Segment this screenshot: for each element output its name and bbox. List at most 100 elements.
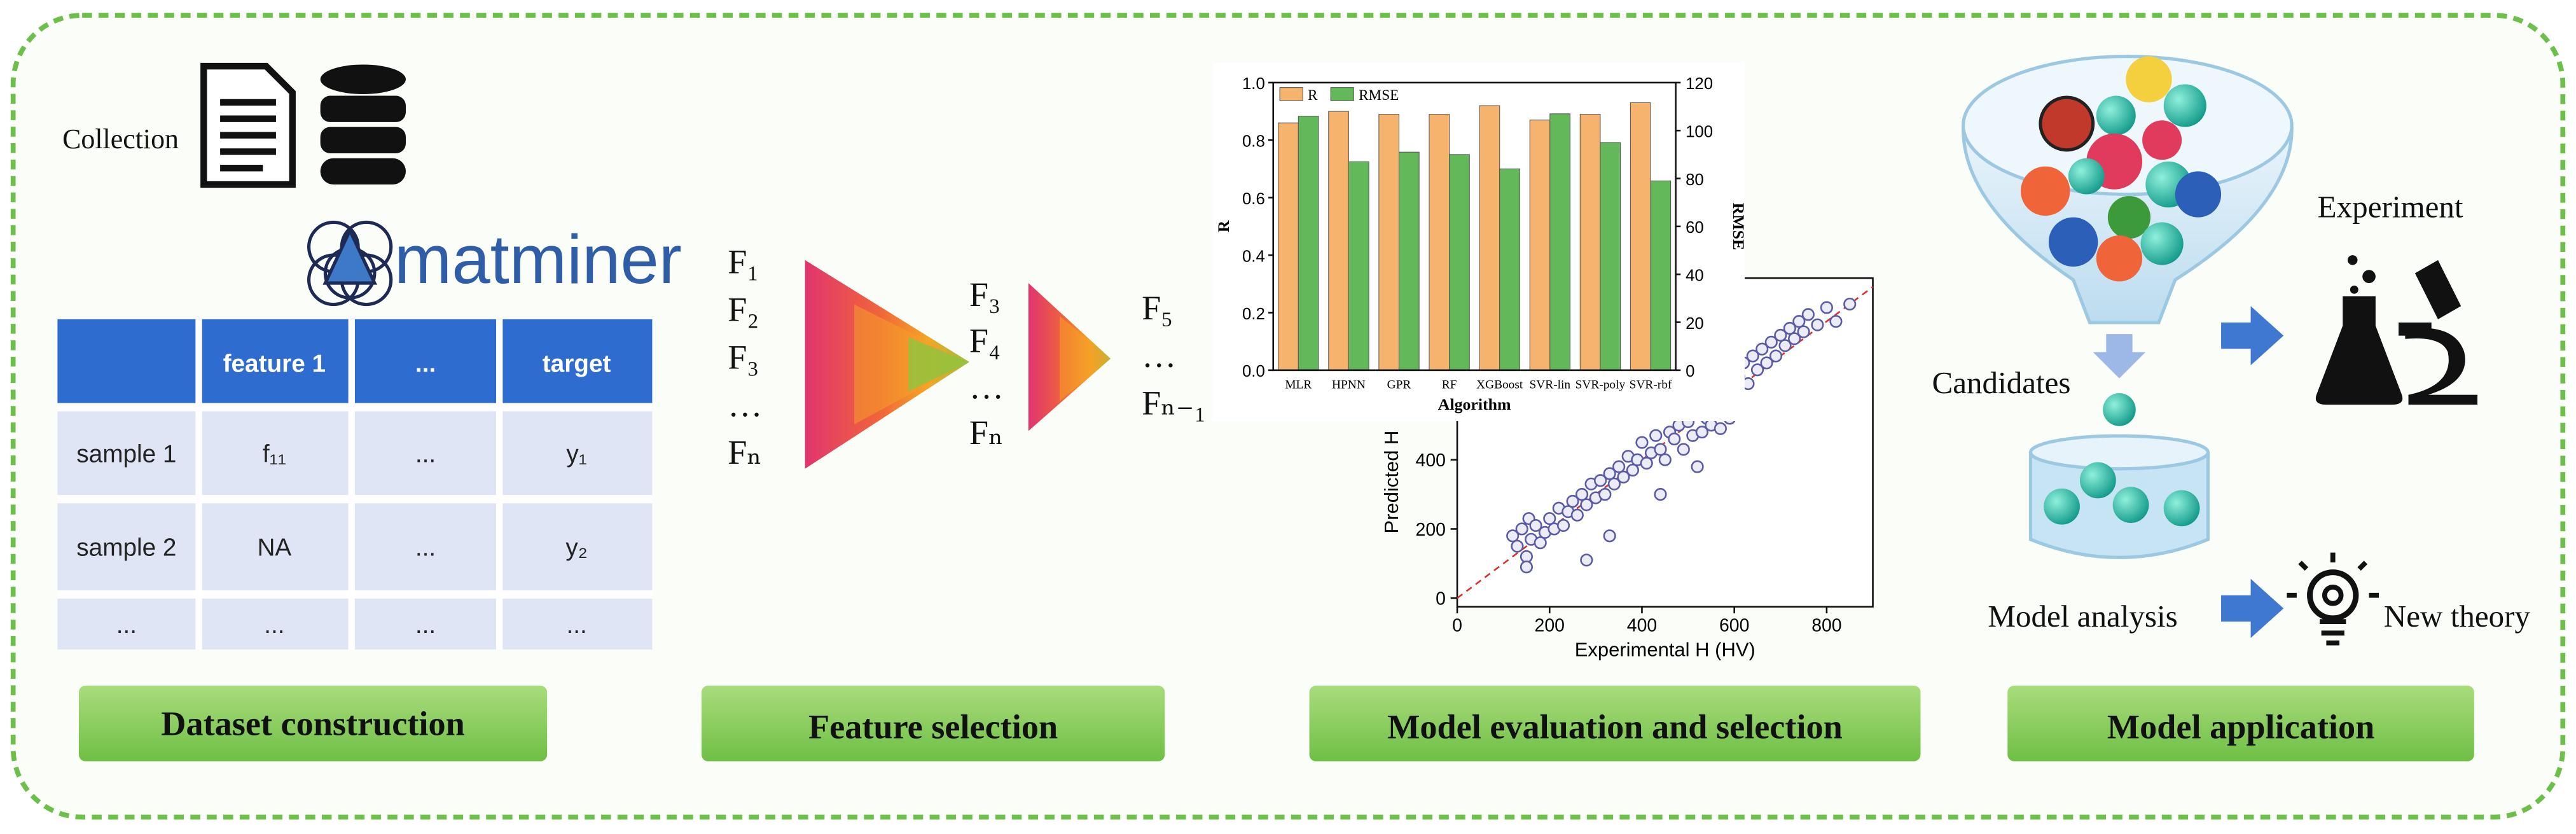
data-point (1750, 363, 1764, 377)
model-analysis-label: Model analysis (1988, 599, 2177, 634)
feature-label: Fₙ₋₁ (1142, 384, 1206, 422)
data-point (1755, 342, 1769, 356)
data-point (1511, 539, 1524, 553)
data-point (1520, 550, 1534, 564)
container-rim (2028, 434, 2210, 471)
table-cell: ... (415, 611, 436, 639)
reference-line (1457, 286, 1874, 599)
y-tick-label: 0.4 (1242, 247, 1265, 265)
bar (1398, 151, 1420, 371)
legend-swatch (1279, 87, 1303, 101)
stage-label: Model application (2107, 707, 2374, 746)
selected-feature-list: F₅ … Fₙ₋₁ (1142, 289, 1206, 422)
data-point (1570, 508, 1584, 522)
ball (2140, 222, 2184, 265)
ball (2126, 56, 2172, 102)
x-tick-label: MLR (1285, 378, 1312, 391)
bar (1378, 114, 1400, 371)
feature-label: F₃ (728, 338, 759, 376)
database-disk (320, 158, 406, 185)
data-point (1515, 522, 1528, 536)
candidate-ball (2163, 490, 2200, 527)
y-axis-label: R (1214, 220, 1233, 232)
x-tick-label: HPNN (1332, 378, 1366, 391)
bulb-rays (2287, 552, 2379, 598)
data-point (1529, 518, 1542, 532)
stage-button (78, 685, 548, 761)
feature-label: F₁ (728, 242, 759, 281)
feature-label: … (1142, 337, 1176, 375)
lab-icon (2315, 255, 2478, 405)
database-disk (320, 127, 406, 153)
arrow-right (2221, 306, 2284, 366)
data-point (1792, 315, 1806, 328)
y2-tick-label: 80 (1686, 171, 1704, 189)
document-lines (220, 99, 276, 172)
data-point (1820, 301, 1833, 314)
ball (2175, 171, 2222, 218)
data-point (1543, 512, 1556, 525)
x-tick-label: GPR (1387, 378, 1411, 391)
table-header-cell: feature 1 (223, 350, 326, 377)
x-tick-label: SVR-lin (1530, 378, 1571, 391)
ball (2163, 84, 2206, 127)
ball (2068, 158, 2105, 195)
table-header-cell: ... (415, 350, 436, 377)
data-point (1760, 356, 1773, 370)
bar (1579, 114, 1601, 371)
data-point (1594, 474, 1607, 487)
microscope-stage (2399, 322, 2432, 336)
data-point (1691, 460, 1704, 473)
data-point (1603, 467, 1616, 480)
data-point (1811, 318, 1824, 331)
collection-label: Collection (62, 124, 179, 155)
table-cell: NA (257, 534, 291, 562)
ball (2039, 95, 2095, 152)
data-point (1746, 349, 1759, 363)
lightbulb-icon (2287, 552, 2379, 646)
y2-tick-label: 20 (1686, 315, 1704, 333)
data-point (1764, 335, 1778, 349)
x-tick-label: 600 (1719, 616, 1749, 636)
x-tick-label: 400 (1627, 616, 1657, 636)
y2-tick-label: 100 (1686, 123, 1713, 141)
data-point (1677, 443, 1690, 456)
feature-label: F₅ (1142, 289, 1173, 327)
table-cell: f₁₁ (263, 441, 286, 468)
legend-label: R (1308, 87, 1318, 104)
feature-label: F₄ (969, 321, 1001, 359)
bubble (2362, 270, 2376, 283)
data-point (1617, 470, 1630, 483)
candidate-ball (2044, 488, 2080, 525)
data-point (1774, 328, 1787, 342)
ball (2107, 196, 2151, 239)
bubble (2350, 285, 2358, 294)
bar (1328, 111, 1349, 371)
stage-label: Model evaluation and selection (1387, 707, 1843, 746)
bar (1348, 161, 1369, 371)
y2-tick-label: 120 (1686, 75, 1713, 93)
bulb-base (2320, 619, 2346, 646)
stage-label: Feature selection (808, 707, 1058, 746)
bar (1499, 168, 1520, 371)
database-top (320, 64, 406, 94)
bar (1479, 105, 1500, 371)
x-tick-label: SVR-rbf (1630, 378, 1672, 391)
intermediate-feature-list: F₃ F₄ … Fₙ (969, 275, 1004, 452)
x-tick-label: SVR-poly (1575, 378, 1626, 391)
y-tick-label: 0.0 (1242, 363, 1265, 380)
y2-axis-label: RMSE (1729, 203, 1748, 251)
data-point (1635, 436, 1649, 449)
table-cell: y₁ (566, 441, 586, 468)
data-point (1640, 457, 1653, 470)
y-tick-label: 0 (1436, 589, 1446, 609)
input-feature-list: F₁ F₂ F₃ … Fₙ (728, 242, 762, 471)
data-point (1506, 529, 1520, 543)
stage-button (701, 685, 1165, 761)
feature-label: … (728, 386, 762, 424)
document-icon (200, 62, 296, 188)
matminer-logo-mark (307, 220, 393, 307)
legend-label: RMSE (1359, 87, 1399, 104)
data-point (1649, 429, 1663, 442)
